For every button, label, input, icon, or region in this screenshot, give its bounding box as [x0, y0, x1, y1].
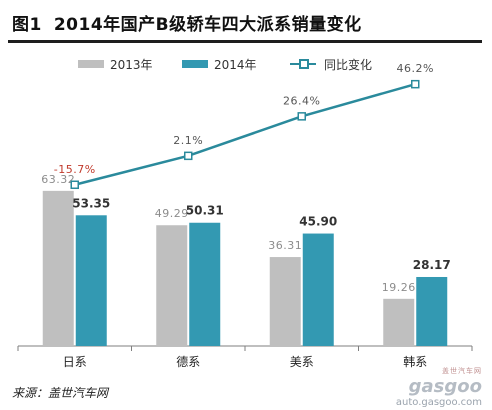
bar-2013	[383, 298, 415, 346]
bar-2014	[189, 222, 221, 346]
yoy-label: 46.2%	[397, 62, 434, 75]
legend-label-2013: 2013年	[110, 57, 153, 72]
chart-title: 图1 2014年国产B级轿车四大派系销量变化	[12, 10, 362, 35]
legend-item-yoy: 同比变化	[290, 56, 372, 72]
yoy-label: -15.7%	[54, 163, 96, 176]
x-tick-label: 日系	[63, 355, 87, 369]
legend-swatch-yoy	[290, 59, 316, 69]
legend-swatch-2013	[78, 60, 104, 68]
watermark-logo: gasgoo	[408, 376, 482, 397]
bar-label-2014: 28.17	[413, 258, 451, 272]
bar-label-2013: 19.26	[382, 281, 416, 294]
legend-swatch-2014	[182, 60, 208, 68]
legend-label-2014: 2014年	[214, 57, 257, 72]
source-note: 来源：盖世汽车网	[12, 386, 109, 400]
x-tick-label: 德系	[176, 354, 200, 369]
watermark: 盖世汽车网 gasgoo auto.gasgoo.com	[372, 366, 482, 408]
legend-label-yoy: 同比变化	[324, 57, 373, 72]
chart-legend: 2013年 2014年 同比变化	[78, 56, 478, 72]
figure-title: 2014年国产B级轿车四大派系销量变化	[53, 15, 362, 35]
bar-2014	[416, 276, 448, 346]
bar-label-2014: 45.90	[299, 215, 337, 229]
yoy-label: 26.4%	[283, 94, 320, 107]
legend-item-2013: 2013年	[78, 56, 153, 72]
yoy-marker	[297, 112, 306, 121]
bar-2013	[269, 257, 301, 346]
yoy-marker	[70, 180, 79, 190]
yoy-marker	[184, 151, 193, 161]
bar-label-2013: 36.31	[268, 239, 302, 252]
x-tick-label: 韩系	[403, 354, 427, 369]
x-tick-label: 美系	[290, 355, 314, 369]
legend-item-2014: 2014年	[182, 56, 257, 72]
bar-2013	[42, 190, 74, 346]
watermark-url: auto.gasgoo.com	[395, 397, 482, 408]
watermark-cn: 盖世汽车网	[442, 367, 482, 375]
bar-2014	[75, 215, 107, 346]
bar-label-2013: 49.29	[155, 207, 189, 220]
yoy-line	[74, 82, 416, 186]
bar-label-2014: 50.31	[186, 204, 224, 218]
yoy-label: 2.1%	[173, 134, 203, 147]
bar-2013	[156, 225, 188, 346]
bar-label-2013: 63.32	[41, 173, 75, 186]
yoy-marker	[411, 79, 420, 89]
title-rule	[8, 40, 482, 43]
bar-2014	[302, 233, 334, 346]
bar-label-2014: 53.35	[72, 196, 110, 210]
figure-label: 图1	[12, 15, 42, 35]
